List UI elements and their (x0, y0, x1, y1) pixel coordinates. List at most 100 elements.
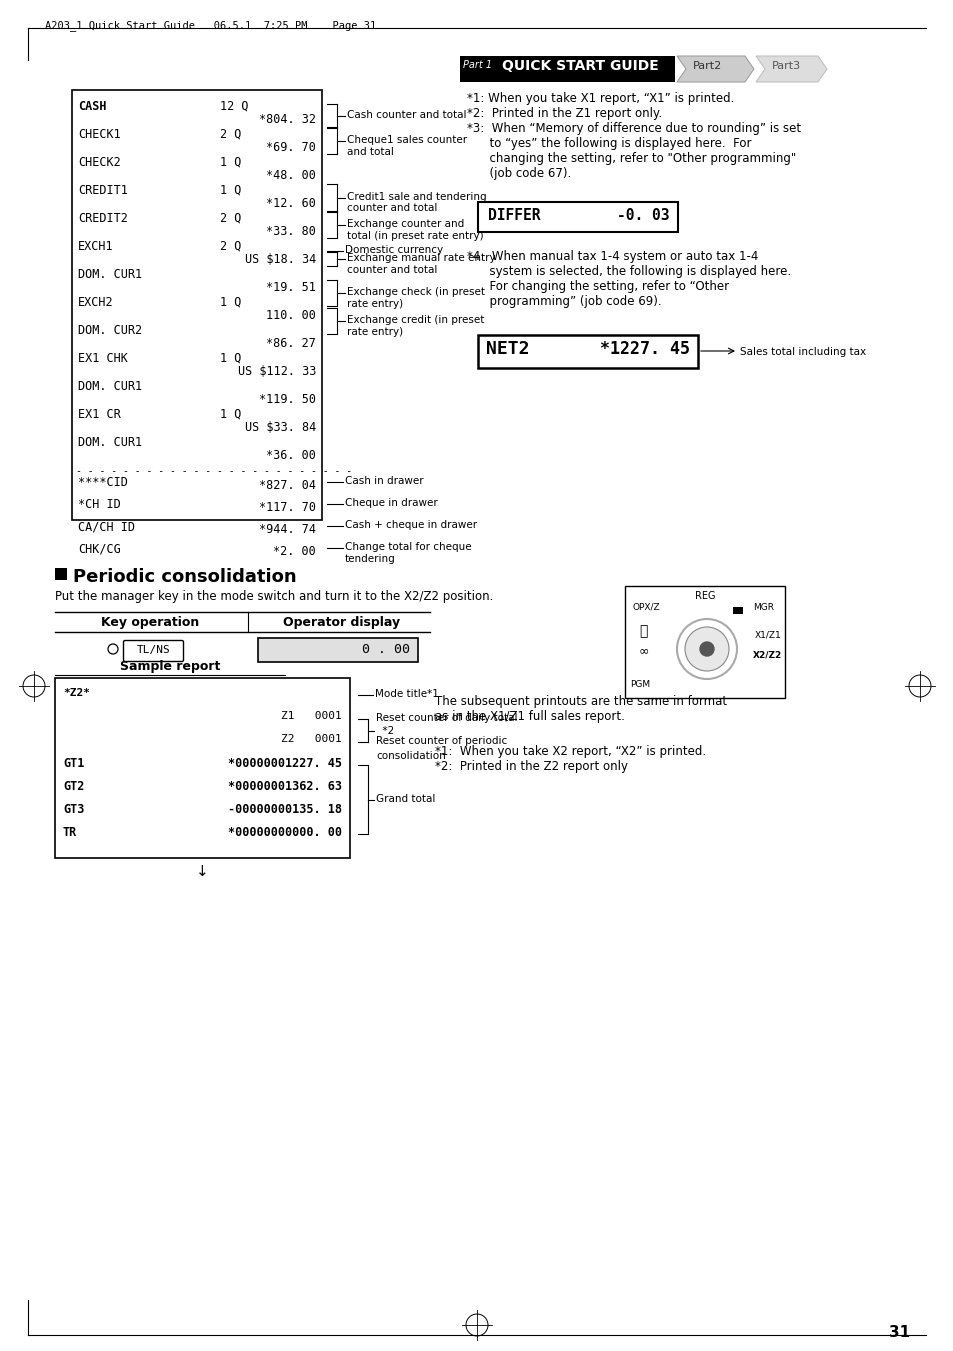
Text: 1 Q: 1 Q (220, 296, 241, 309)
Text: *119. 50: *119. 50 (258, 393, 315, 407)
Text: Key operation: Key operation (101, 616, 199, 630)
Text: 0 . 00: 0 . 00 (361, 643, 410, 657)
Text: *2. 00: *2. 00 (273, 544, 315, 558)
Text: *1:  When you take X2 report, “X2” is printed.: *1: When you take X2 report, “X2” is pri… (435, 744, 705, 758)
Text: GT1: GT1 (63, 757, 84, 770)
Text: For changing the setting, refer to “Other: For changing the setting, refer to “Othe… (467, 280, 728, 293)
Text: Cash in drawer: Cash in drawer (345, 476, 423, 486)
Text: EXCH1: EXCH1 (78, 240, 113, 253)
Text: 2 Q: 2 Q (220, 128, 241, 141)
Text: Exchange manual rate entry
counter and total: Exchange manual rate entry counter and t… (347, 253, 496, 274)
Text: REG: REG (694, 590, 715, 601)
Bar (732, 607, 742, 613)
Text: PGM: PGM (629, 680, 649, 689)
Text: system is selected, the following is displayed here.: system is selected, the following is dis… (467, 265, 790, 278)
Text: A203_1 Quick Start Guide   06.5.1  7:25 PM    Page 31: A203_1 Quick Start Guide 06.5.1 7:25 PM … (45, 20, 375, 31)
Text: DOM. CUR2: DOM. CUR2 (78, 324, 142, 336)
Text: *2: *2 (375, 725, 394, 735)
Text: *12. 60: *12. 60 (266, 197, 315, 209)
Bar (55, 567, 67, 580)
Text: GT3: GT3 (63, 802, 84, 816)
Text: *86. 27: *86. 27 (266, 336, 315, 350)
Text: Domestic currency: Domestic currency (345, 245, 442, 255)
Text: Periodic consolidation: Periodic consolidation (73, 567, 296, 586)
Text: CHECK1: CHECK1 (78, 128, 121, 141)
Text: as in the X1/Z1 full sales report.: as in the X1/Z1 full sales report. (435, 711, 624, 723)
Text: ↓: ↓ (195, 865, 208, 880)
Text: CHECK2: CHECK2 (78, 155, 121, 169)
FancyBboxPatch shape (123, 640, 183, 662)
Text: Change total for cheque
tendering: Change total for cheque tendering (345, 542, 471, 563)
Text: *2:  Printed in the Z2 report only: *2: Printed in the Z2 report only (435, 761, 627, 773)
Text: Exchange check (in preset
rate entry): Exchange check (in preset rate entry) (347, 286, 484, 308)
Text: Z1   0001: Z1 0001 (281, 711, 341, 721)
Text: *804. 32: *804. 32 (258, 113, 315, 126)
Text: *827. 04: *827. 04 (258, 480, 315, 492)
Bar (55, 678, 350, 858)
Text: 2 Q: 2 Q (220, 240, 241, 253)
Text: Reset counter of daily total: Reset counter of daily total (375, 713, 517, 723)
Text: 110. 00: 110. 00 (266, 309, 315, 322)
Text: MGR: MGR (752, 603, 773, 612)
Text: changing the setting, refer to "Other programming": changing the setting, refer to "Other pr… (467, 153, 796, 165)
Text: DOM. CUR1: DOM. CUR1 (78, 267, 142, 281)
Text: *36. 00: *36. 00 (266, 449, 315, 462)
Text: CREDIT2: CREDIT2 (78, 212, 128, 226)
Text: ****CID: ****CID (78, 476, 128, 489)
Text: 1 Q: 1 Q (220, 353, 241, 365)
Text: QUICK START GUIDE: QUICK START GUIDE (501, 59, 659, 73)
Text: *00000001227. 45: *00000001227. 45 (228, 757, 341, 770)
Text: *CH ID: *CH ID (78, 499, 121, 511)
Text: consolidation: consolidation (375, 751, 445, 761)
Text: 12 Q: 12 Q (220, 100, 248, 113)
Text: *117. 70: *117. 70 (258, 501, 315, 513)
Text: -00000000135. 18: -00000000135. 18 (228, 802, 341, 816)
Bar (257, 638, 417, 662)
Text: 2 Q: 2 Q (220, 212, 241, 226)
Text: Exchange credit (in preset
rate entry): Exchange credit (in preset rate entry) (347, 315, 484, 336)
Text: programming” (job code 69).: programming” (job code 69). (467, 295, 661, 308)
Text: Exchange counter and
total (in preset rate entry): Exchange counter and total (in preset ra… (347, 219, 483, 240)
Text: CASH: CASH (78, 100, 107, 113)
Text: Part3: Part3 (771, 61, 801, 72)
Text: Credit1 sale and tendering
counter and total: Credit1 sale and tendering counter and t… (347, 192, 486, 213)
Text: OPX/Z: OPX/Z (633, 603, 659, 612)
Text: ⏻: ⏻ (639, 624, 647, 638)
Text: NET2: NET2 (485, 340, 529, 358)
Text: TR: TR (63, 825, 77, 839)
Text: Operator display: Operator display (283, 616, 400, 630)
Text: Part 1: Part 1 (462, 59, 492, 70)
Text: The subsequent printouts are the same in format: The subsequent printouts are the same in… (435, 694, 726, 708)
Text: *Z2*: *Z2* (63, 688, 90, 698)
Text: CA/CH ID: CA/CH ID (78, 520, 135, 534)
Bar (71, 91, 322, 520)
Text: 1 Q: 1 Q (220, 155, 241, 169)
Text: GT2: GT2 (63, 780, 84, 793)
Text: *19. 51: *19. 51 (266, 281, 315, 295)
Text: US $112. 33: US $112. 33 (237, 365, 315, 378)
Text: Cheque1 sales counter
and total: Cheque1 sales counter and total (347, 135, 467, 157)
Text: DOM. CUR1: DOM. CUR1 (78, 380, 142, 393)
Polygon shape (755, 55, 826, 82)
Text: X1/Z1: X1/Z1 (754, 631, 781, 640)
Text: CHK/CG: CHK/CG (78, 542, 121, 555)
Text: - - - - - - - - - - - - - - - - - - - - - - - -: - - - - - - - - - - - - - - - - - - - - … (76, 466, 357, 476)
Text: 31: 31 (888, 1325, 909, 1340)
Text: EXCH2: EXCH2 (78, 296, 113, 309)
Text: Reset counter of periodic: Reset counter of periodic (375, 736, 507, 746)
Text: *3:  When “Memory of difference due to rounding” is set: *3: When “Memory of difference due to ro… (467, 122, 801, 135)
Text: DOM. CUR1: DOM. CUR1 (78, 436, 142, 449)
Text: X2/Z2: X2/Z2 (752, 651, 781, 661)
Text: Sample report: Sample report (120, 661, 220, 673)
Text: to “yes” the following is displayed here.  For: to “yes” the following is displayed here… (467, 136, 751, 150)
Text: 1 Q: 1 Q (220, 408, 241, 422)
Text: Cash counter and total: Cash counter and total (347, 109, 466, 119)
Text: CREDIT1: CREDIT1 (78, 184, 128, 197)
Text: *944. 74: *944. 74 (258, 523, 315, 536)
Text: *33. 80: *33. 80 (266, 226, 315, 238)
Bar (477, 203, 678, 232)
Text: Z2   0001: Z2 0001 (281, 734, 341, 744)
Text: (job code 67).: (job code 67). (467, 168, 571, 180)
Text: *1: When you take X1 report, “X1” is printed.: *1: When you take X1 report, “X1” is pri… (467, 92, 734, 105)
Bar (477, 335, 698, 367)
